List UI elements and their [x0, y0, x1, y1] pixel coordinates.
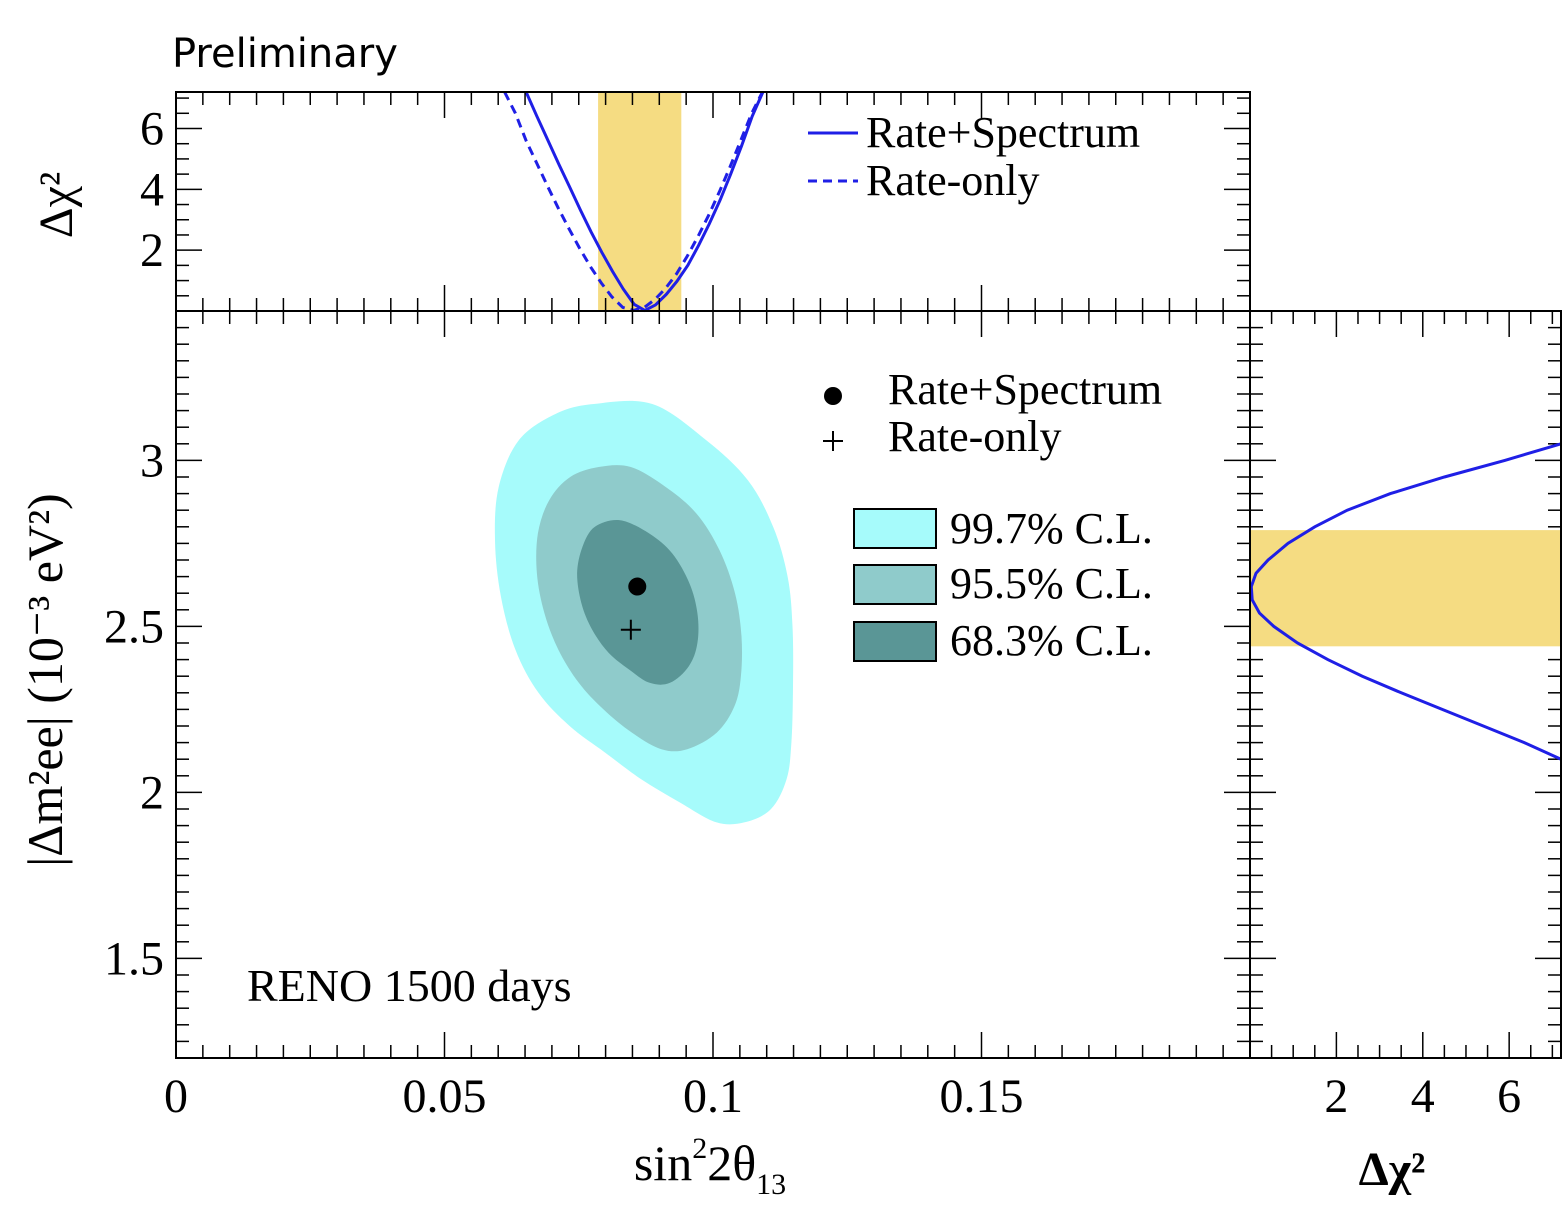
top-ytick-label: 4 — [140, 163, 164, 216]
legend-rate-spectrum-label: Rate+Spectrum — [888, 365, 1162, 414]
main-legend: Rate+Spectrum Rate-only 99.7% C.L. 95.5%… — [823, 365, 1162, 665]
top-ytick-label: 6 — [140, 103, 164, 156]
main-xtick-label: 0 — [164, 1070, 188, 1123]
top-legend-rate-spectrum-label: Rate+Spectrum — [866, 108, 1140, 157]
best-fit-rate-only-marker — [620, 619, 641, 640]
main-ylabel-text: |Δm²ee| (10⁻³ eV²) — [17, 493, 73, 866]
main-ytick-labels: 1.5 2 2.5 3 — [104, 434, 164, 985]
right-ticks-layer — [1270, 311, 1554, 1058]
legend-997-swatch — [853, 508, 937, 549]
xlabel-base: sin — [634, 1135, 692, 1191]
main-ytick-label: 3 — [140, 434, 164, 487]
best-fit-rate-spectrum-marker — [628, 577, 647, 596]
contour-layer — [494, 400, 794, 825]
top-band-layer — [598, 92, 682, 311]
legend-rate-only-label: Rate-only — [888, 412, 1062, 461]
right-panel: 2 4 6 Δχ² — [1249, 310, 1562, 1196]
xlabel-sup: 2 — [692, 1132, 707, 1165]
main-xtick-labels: 0 0.05 0.1 0.15 — [164, 1070, 1024, 1123]
top-legend-rate-only-label: Rate-only — [866, 156, 1040, 205]
right-curves-layer — [1249, 442, 1562, 761]
best-fit-layer — [620, 577, 647, 640]
top-ticks-layer — [176, 97, 1250, 297]
main-xtick-label: 0.05 — [403, 1070, 487, 1123]
legend-683-label: 68.3% C.L. — [950, 616, 1153, 665]
preliminary-label: Preliminary — [172, 31, 398, 77]
right-xtick-label: 4 — [1411, 1070, 1435, 1123]
top-1sigma-band — [598, 92, 682, 311]
legend-dot-marker — [824, 387, 842, 405]
main-ylabel: |Δm²ee| (10⁻³ eV²) — [17, 493, 73, 866]
top-ylabel: Δχ² — [30, 172, 83, 239]
reno-annotation: RENO 1500 days — [247, 960, 572, 1011]
legend-683-swatch — [853, 621, 937, 662]
top-ylabel-text: Δχ² — [30, 172, 83, 239]
top-ytick-label: 2 — [140, 224, 164, 277]
right-xtick-label: 2 — [1324, 1070, 1348, 1123]
contour-683-region — [577, 519, 699, 685]
right-panel-frame — [1249, 310, 1562, 1059]
main-xtick-label: 0.1 — [683, 1070, 743, 1123]
right-1sigma-band — [1250, 530, 1561, 647]
right-band-layer — [1250, 530, 1561, 647]
right-curve-rate-spectrum — [1249, 442, 1562, 761]
right-xtick-label: 6 — [1497, 1070, 1521, 1123]
main-ytick-label: 2.5 — [104, 600, 164, 653]
main-ytick-label: 2 — [140, 766, 164, 819]
legend-plus-marker — [823, 431, 843, 451]
legend-955-label: 95.5% C.L. — [950, 559, 1153, 608]
legend-955-swatch — [853, 564, 937, 605]
top-legend: Rate+Spectrum Rate-only — [808, 108, 1140, 205]
right-xtick-labels: 2 4 6 — [1324, 1070, 1521, 1123]
main-xtick-label: 0.15 — [940, 1070, 1024, 1123]
xlabel-mid: 2θ — [707, 1135, 756, 1191]
top-ytick-labels: 2 4 6 — [140, 103, 164, 278]
top-panel: 2 4 6 Δχ² Rate+Spectrum Rate-only — [30, 91, 1251, 313]
xlabel-sub: 13 — [756, 1168, 786, 1201]
right-xlabel: Δχ² — [1359, 1143, 1426, 1196]
legend-997-label: 99.7% C.L. — [950, 504, 1153, 553]
main-panel: 0 0.05 0.1 0.15 1.522.53 sin22θ13 |Δm²ee| (… — [17, 92, 1561, 1201]
main-ytick-label: 1.5 — [104, 932, 164, 985]
main-xlabel: sin22θ13 — [634, 1132, 786, 1201]
